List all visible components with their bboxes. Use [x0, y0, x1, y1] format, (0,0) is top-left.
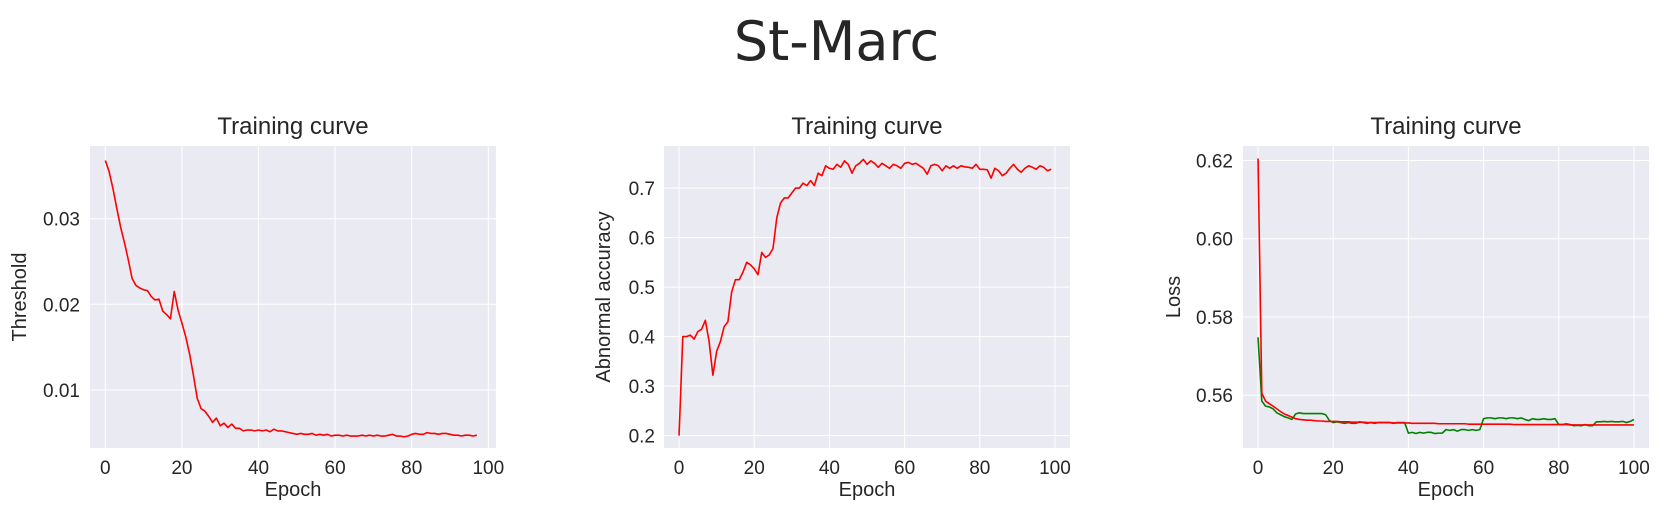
y-tick-label: 0.60 — [1196, 230, 1233, 251]
x-tick-label: 60 — [325, 458, 346, 479]
x-tick-label: 80 — [401, 458, 422, 479]
y-tick-label: 0.02 — [43, 295, 80, 316]
y-tick-label: 0.3 — [629, 377, 655, 398]
chart-title: Training curve — [1370, 113, 1521, 140]
x-tick-label: 80 — [969, 458, 990, 479]
y-tick-label: 0.03 — [43, 210, 80, 231]
y-tick-label: 0.5 — [629, 278, 655, 299]
x-tick-label: 0 — [674, 458, 685, 479]
x-tick-label: 40 — [819, 458, 840, 479]
x-tick-label: 40 — [248, 458, 269, 479]
chart-title: Training curve — [217, 113, 368, 140]
x-tick-label: 20 — [744, 458, 765, 479]
x-tick-label: 60 — [894, 458, 915, 479]
y-axis-label: Loss — [1163, 276, 1185, 318]
chart-panel-3: 0 20 40 60 80 100 0.56 0.58 0.60 0.62 Training cur… — [1163, 113, 1650, 501]
y-tick-label: 0.6 — [629, 229, 655, 250]
x-tick-label: 40 — [1398, 458, 1419, 479]
x-tick-label: 100 — [1039, 458, 1071, 479]
y-axis-label: Threshold — [9, 253, 31, 342]
y-tick-label: 0.01 — [43, 381, 80, 402]
x-tick-label: 80 — [1548, 458, 1569, 479]
chart-panel-1: 0 20 40 60 80 100 0.01 0.02 0.03 Training curve Ep… — [9, 113, 504, 501]
x-tick-label: 0 — [1253, 458, 1264, 479]
y-tick-label: 0.7 — [629, 179, 655, 200]
x-axis-label: Epoch — [839, 479, 896, 501]
chart-title: Training curve — [791, 113, 942, 140]
y-tick-label: 0.58 — [1196, 308, 1233, 329]
plot-area — [90, 146, 496, 448]
x-tick-label: 60 — [1473, 458, 1494, 479]
x-tick-label: 100 — [1618, 458, 1650, 479]
x-tick-label: 100 — [472, 458, 504, 479]
x-tick-label: 20 — [1323, 458, 1344, 479]
y-axis-label: Abnormal accuracy — [593, 211, 615, 382]
figure-title: St-Marc — [733, 10, 940, 73]
x-tick-label: 0 — [100, 458, 111, 479]
plot-area — [1243, 146, 1649, 448]
chart-panel-2: 0 20 40 60 80 100 0.2 0.3 0.4 0.5 0.6 0.7 Training c… — [593, 113, 1071, 501]
x-tick-label: 20 — [171, 458, 192, 479]
x-axis-label: Epoch — [265, 479, 322, 501]
y-tick-label: 0.56 — [1196, 386, 1233, 407]
x-axis-label: Epoch — [1418, 479, 1475, 501]
y-tick-label: 0.2 — [629, 427, 655, 448]
series-line-2 — [1257, 158, 1634, 426]
y-tick-label: 0.4 — [629, 328, 656, 349]
plot-area — [664, 146, 1070, 448]
series-line-1 — [104, 160, 478, 438]
series-line-1 — [678, 158, 1052, 436]
y-tick-label: 0.62 — [1196, 151, 1233, 172]
